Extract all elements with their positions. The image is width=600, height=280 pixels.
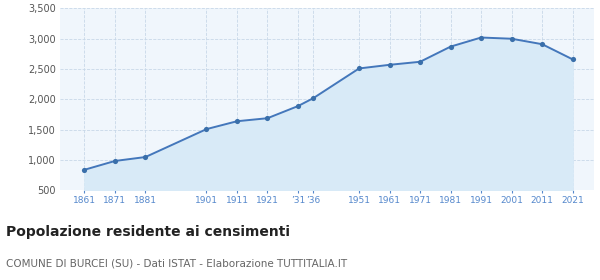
Point xyxy=(263,116,272,120)
Point xyxy=(385,63,394,67)
Point xyxy=(507,36,517,41)
Point xyxy=(446,45,455,49)
Point xyxy=(354,66,364,71)
Point xyxy=(538,42,547,46)
Point xyxy=(202,127,211,131)
Point xyxy=(293,104,303,108)
Point xyxy=(232,119,242,123)
Text: COMUNE DI BURCEI (SU) - Dati ISTAT - Elaborazione TUTTITALIA.IT: COMUNE DI BURCEI (SU) - Dati ISTAT - Ela… xyxy=(6,259,347,269)
Text: Popolazione residente ai censimenti: Popolazione residente ai censimenti xyxy=(6,225,290,239)
Point xyxy=(415,60,425,64)
Point xyxy=(568,57,577,62)
Point xyxy=(476,35,486,40)
Point xyxy=(110,159,120,163)
Point xyxy=(80,167,89,172)
Point xyxy=(140,155,150,159)
Point xyxy=(308,96,318,101)
